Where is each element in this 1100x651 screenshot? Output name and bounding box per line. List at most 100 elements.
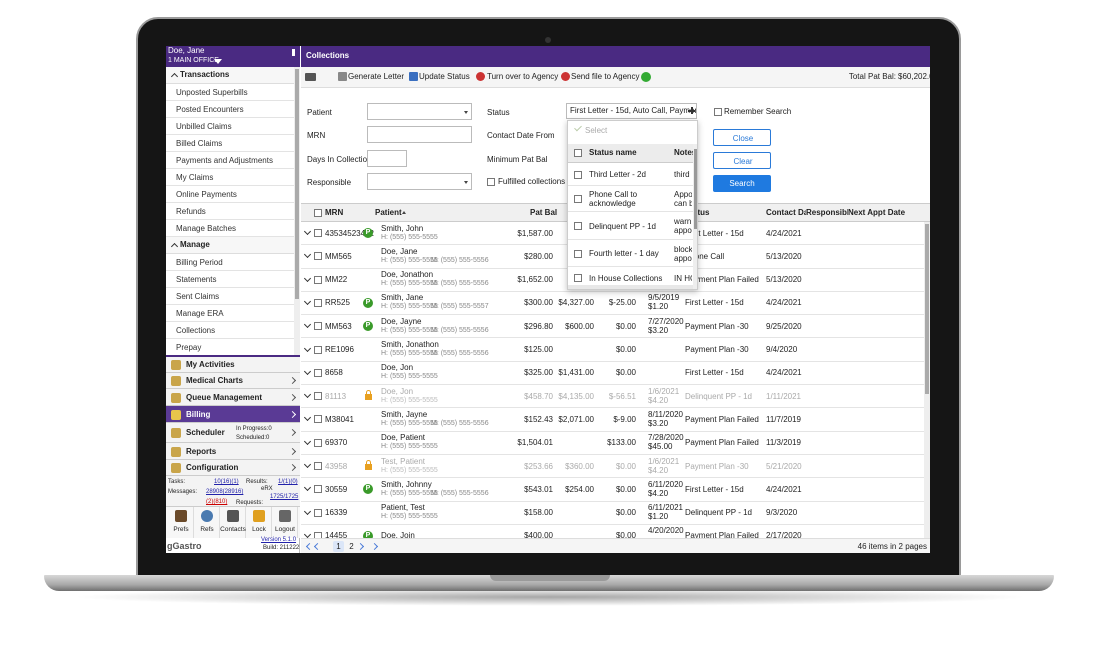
- toolbar-button[interactable]: Turn over to Agency: [487, 72, 559, 81]
- tool-button[interactable]: Prefs: [168, 507, 194, 538]
- checkbox[interactable]: [314, 508, 322, 517]
- module-item[interactable]: Queue Management: [166, 389, 300, 406]
- toolbar-button[interactable]: Send file to Agency: [571, 72, 640, 81]
- module-item[interactable]: Medical Charts: [166, 373, 300, 389]
- nav-item[interactable]: Manage ERA: [166, 305, 294, 322]
- column-header[interactable]: Next Appt Date: [848, 208, 906, 218]
- page-button[interactable]: 2: [346, 541, 357, 552]
- stat-value[interactable]: 28908(28916): [206, 489, 244, 495]
- patient-name[interactable]: Smith, Jonathon: [381, 340, 439, 349]
- column-header[interactable]: Patient: [375, 208, 402, 218]
- tool-button[interactable]: Lock: [246, 507, 272, 538]
- dropdown-item[interactable]: Third Letter - 2d third: [568, 163, 693, 186]
- checkbox[interactable]: [574, 170, 582, 179]
- module-item[interactable]: Scheduler In Progress:0 Scheduled:0: [166, 423, 300, 443]
- dropdown-item[interactable]: Delinquent PP - 1d warn appoi: [568, 212, 693, 240]
- toolbar-button[interactable]: Update Status: [419, 72, 470, 81]
- patient-name[interactable]: Doe, Patient: [381, 433, 426, 443]
- patient-name[interactable]: Doe, Jane: [381, 246, 418, 256]
- checkbox[interactable]: [314, 485, 322, 494]
- checkbox[interactable]: [314, 229, 322, 237]
- stat-value[interactable]: 1725/1725: [270, 494, 299, 500]
- patient-name[interactable]: Smith, Jane: [381, 293, 424, 303]
- patient-name[interactable]: Doe, Jayne: [381, 316, 422, 326]
- column-header[interactable]: MRN: [325, 208, 344, 218]
- button[interactable]: Clear: [713, 152, 771, 169]
- nav-item[interactable]: Payments and Adjustments: [166, 152, 294, 169]
- column-header[interactable]: Responsible: [806, 208, 854, 218]
- checkbox[interactable]: [314, 252, 322, 261]
- filter-input[interactable]: [367, 103, 472, 120]
- nav-item[interactable]: Sent Claims: [166, 288, 294, 305]
- chevron-icon: [303, 297, 312, 305]
- nav-item[interactable]: Billing Period: [166, 254, 294, 271]
- checkbox[interactable]: [314, 209, 322, 217]
- patient-name[interactable]: Smith, Johnny: [381, 479, 432, 489]
- select-all[interactable]: Select: [585, 126, 608, 135]
- stat-value[interactable]: 1/(1)(0): [278, 479, 298, 485]
- module-item[interactable]: Reports: [166, 443, 300, 460]
- nav-item[interactable]: Collections: [166, 322, 294, 339]
- status-input[interactable]: First Letter - 15d, Auto Call, Payment: [566, 103, 697, 119]
- version-link[interactable]: Version 5.1.0: [261, 537, 297, 543]
- checkbox[interactable]: [487, 178, 495, 186]
- filter-input[interactable]: [367, 126, 472, 143]
- patient-phone: H: (555) 555-5555: [381, 489, 438, 497]
- checkbox[interactable]: [314, 298, 322, 307]
- nav-item[interactable]: Unbilled Claims: [166, 118, 294, 135]
- module-item[interactable]: Configuration: [166, 460, 300, 476]
- refresh-icon[interactable]: [641, 72, 651, 82]
- patient-name[interactable]: Patient, Test: [381, 503, 425, 513]
- checkbox[interactable]: [574, 222, 582, 230]
- dropdown-item[interactable]: Fourth letter - 1 day block appoi: [568, 240, 693, 267]
- checkbox[interactable]: [314, 322, 322, 331]
- nav-item[interactable]: Refunds: [166, 203, 294, 220]
- toolbar-button[interactable]: Generate Letter: [348, 72, 405, 81]
- checkbox[interactable]: [574, 274, 582, 282]
- tool-button[interactable]: Logout: [272, 507, 298, 538]
- patient-name[interactable]: Doe, Jonathon: [381, 270, 434, 280]
- checkbox[interactable]: [314, 531, 322, 538]
- module-item[interactable]: Billing: [166, 406, 300, 423]
- stat-value[interactable]: (2)(810): [206, 499, 228, 505]
- checkbox[interactable]: [314, 275, 322, 284]
- patient-name[interactable]: Doe, Jon: [381, 386, 414, 396]
- filter-input[interactable]: [367, 150, 407, 167]
- column-header[interactable]: Contact Date: [766, 208, 816, 218]
- tool-button[interactable]: Contacts: [220, 507, 246, 538]
- nav-item[interactable]: Statements: [166, 271, 294, 288]
- module-item[interactable]: My Activities: [166, 357, 300, 373]
- button[interactable]: Close: [713, 129, 771, 146]
- nav-item[interactable]: Posted Encounters: [166, 101, 294, 118]
- checkbox[interactable]: [314, 368, 322, 377]
- checkbox[interactable]: [574, 249, 582, 258]
- nav-item[interactable]: Unposted Superbills: [166, 84, 294, 101]
- patient-name[interactable]: Smith, Jayne: [381, 409, 428, 419]
- checkbox[interactable]: [574, 195, 582, 203]
- button[interactable]: Search: [713, 175, 771, 192]
- nav-item[interactable]: Billed Claims: [166, 135, 294, 152]
- nav-item[interactable]: My Claims: [166, 169, 294, 186]
- checkbox[interactable]: [714, 108, 722, 116]
- patient-name[interactable]: Test, Patient: [381, 456, 426, 466]
- checkbox[interactable]: [314, 415, 322, 424]
- tool-button[interactable]: Refs: [194, 507, 220, 538]
- page-button[interactable]: 1: [333, 541, 344, 552]
- checkbox[interactable]: [574, 149, 582, 157]
- patient-name[interactable]: Doe, Jon: [381, 363, 414, 373]
- patient-name[interactable]: Doe, Jojn: [381, 531, 415, 538]
- nav-item[interactable]: Prepay: [166, 339, 294, 355]
- nav-item[interactable]: Online Payments: [166, 186, 294, 203]
- filter-input[interactable]: [367, 173, 472, 190]
- checkbox[interactable]: [314, 392, 322, 401]
- column-header[interactable]: Pat Bal: [530, 208, 558, 218]
- fulfilled-label: Fulfilled collections: [498, 177, 566, 186]
- patient-name[interactable]: Smith, John: [381, 223, 424, 233]
- checkbox[interactable]: [314, 438, 322, 447]
- nav-item[interactable]: Manage Batches: [166, 220, 294, 237]
- checkbox[interactable]: [314, 345, 322, 354]
- stat-value[interactable]: 10(16)(1): [214, 479, 239, 485]
- checkbox[interactable]: [314, 462, 322, 470]
- print-icon[interactable]: [305, 73, 316, 81]
